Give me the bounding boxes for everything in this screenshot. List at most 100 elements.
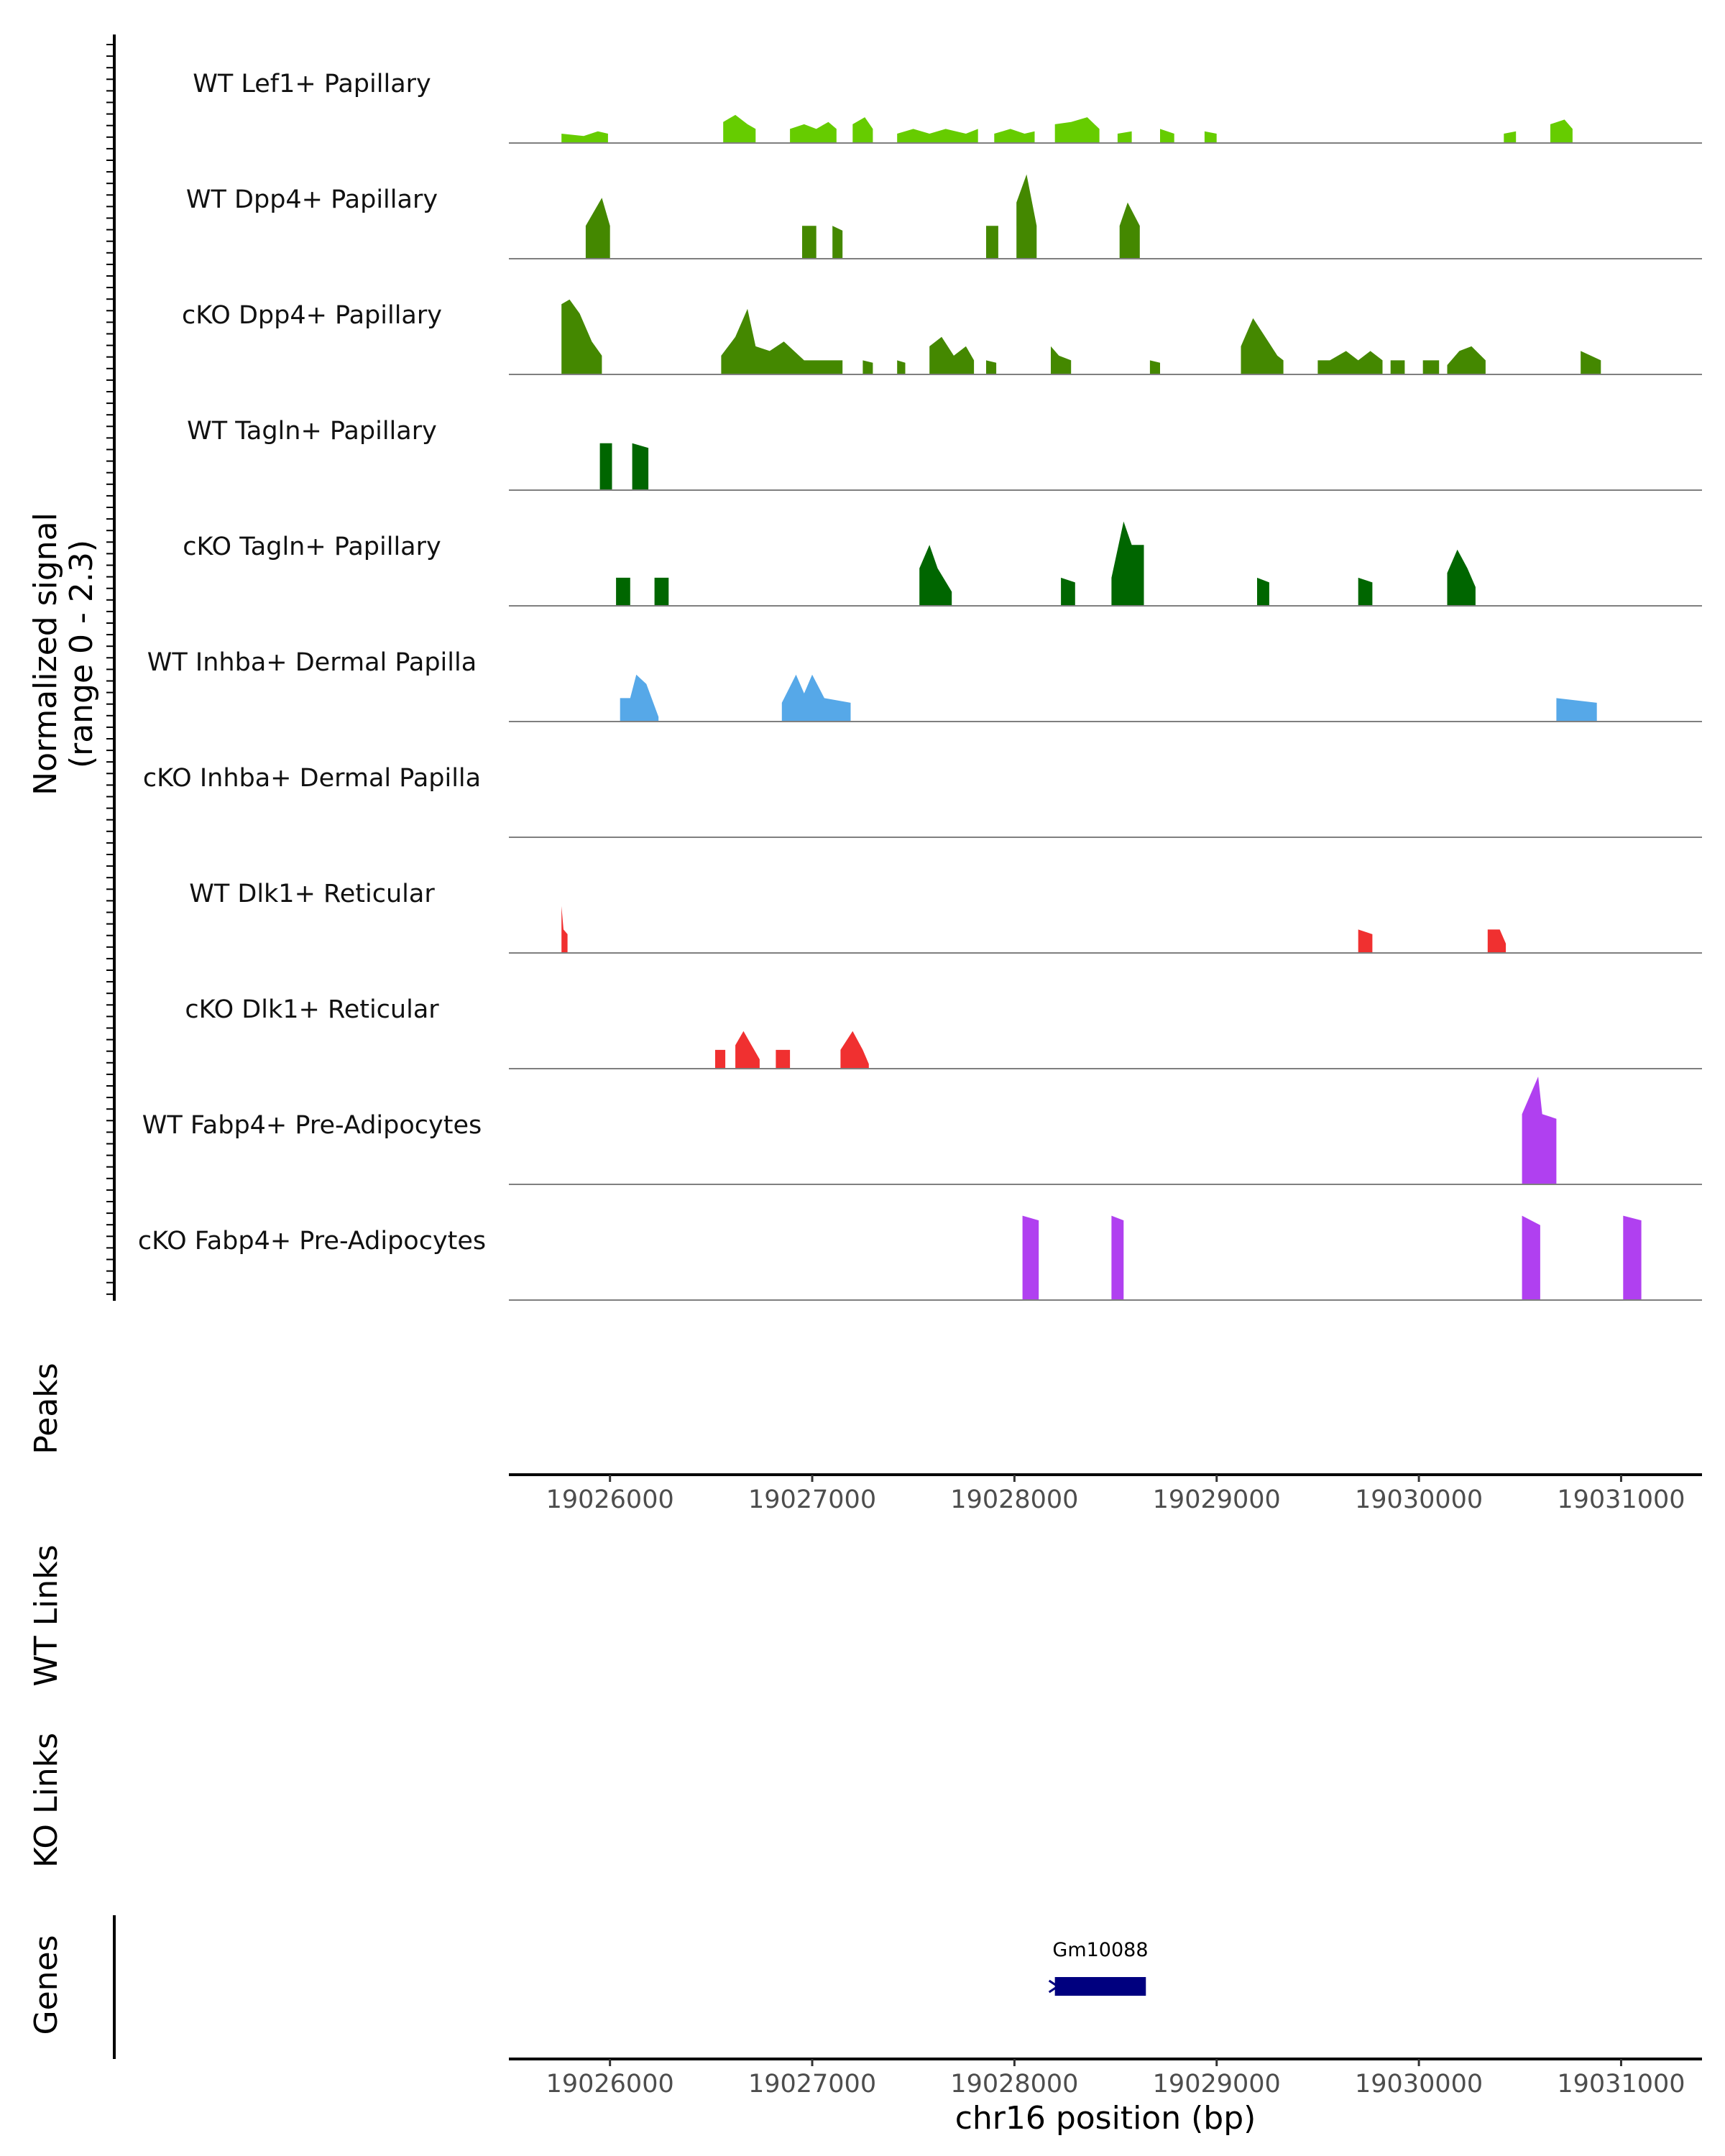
y-axis-title-line2: (range 0 - 2.3)	[63, 540, 100, 768]
coverage-peak	[1522, 1077, 1557, 1184]
coverage-peak	[1111, 1215, 1124, 1300]
coverage-peak	[1160, 129, 1174, 143]
coverage-peak	[1390, 360, 1405, 374]
coverage-peak	[561, 299, 602, 374]
track-8: cKO Dlk1+ Reticular	[185, 995, 1702, 1069]
track-10: cKO Fabp4+ Pre-Adipocytes	[138, 1215, 1702, 1301]
coverage-peak	[1016, 174, 1037, 259]
coverage-peak	[1119, 202, 1140, 259]
track-label: cKO Tagln+ Papillary	[183, 533, 441, 561]
coverage-peak	[1447, 346, 1486, 374]
coverage-peak	[1422, 360, 1440, 374]
genes-track-label: Genes	[28, 1935, 65, 2035]
coverage-peak	[1117, 131, 1132, 143]
coverage-peak	[1241, 318, 1284, 374]
x-tick-label: 19031000	[1557, 2070, 1685, 2099]
track-label: WT Fabp4+ Pre-Adipocytes	[142, 1111, 482, 1140]
wt-links-track-label: WT Links	[28, 1544, 65, 1686]
coverage-peak	[802, 226, 816, 259]
coverage-peak	[1581, 351, 1601, 374]
track-label: WT Lef1+ Papillary	[193, 70, 431, 98]
genes-x-axis-ticks: 19026000 19027000 19028000 19029000 19030000…	[546, 2059, 1685, 2099]
gene-label: Gm10088	[1052, 1939, 1148, 1961]
track-label: cKO Dpp4+ Papillary	[182, 301, 442, 330]
coverage-peak	[599, 443, 612, 490]
coverage-peak	[723, 114, 756, 143]
coverage-peak	[585, 198, 610, 259]
coverage-peak	[715, 1049, 726, 1069]
x-tick-label: 19028000	[950, 1485, 1078, 1514]
gene-strand-arrow	[1048, 1979, 1060, 1994]
coverage-peak	[1504, 131, 1517, 143]
coverage-peak	[897, 360, 906, 374]
coverage-peak	[1317, 351, 1383, 374]
coverage-peak	[986, 360, 997, 374]
coverage-peak	[1204, 131, 1217, 143]
y-axis-title-line1: Normalized signal	[27, 512, 64, 796]
track-7: WT Dlk1+ Reticular	[189, 880, 1702, 954]
track-3: WT Tagln+ Papillary	[187, 417, 1702, 491]
x-tick-label: 19027000	[748, 2070, 876, 2099]
coverage-peak	[1257, 577, 1269, 606]
coverage-peak	[1447, 549, 1476, 606]
coverage-peak	[929, 336, 975, 374]
track-label: WT Tagln+ Papillary	[187, 417, 437, 446]
x-tick-label: 19028000	[950, 2070, 1078, 2099]
track-4: cKO Tagln+ Papillary	[183, 521, 1702, 607]
x-tick-label: 19031000	[1557, 1485, 1685, 1514]
coverage-peak	[781, 674, 851, 722]
track-label: cKO Fabp4+ Pre-Adipocytes	[138, 1227, 486, 1256]
gene-models: Gm10088	[1048, 1939, 1149, 1996]
coverage-peak	[897, 129, 978, 143]
coverage-peak	[1061, 577, 1075, 606]
x-tick-label: 19030000	[1355, 1485, 1483, 1514]
coverage-peak	[654, 577, 669, 606]
coverage-peak	[994, 129, 1035, 143]
x-axis-title: chr16 position (bp)	[955, 2100, 1256, 2137]
coverage-peak	[790, 121, 837, 143]
peaks-track-label: Peaks	[28, 1363, 65, 1454]
ko-links-track-label: KO Links	[28, 1733, 65, 1868]
track-1: WT Dpp4+ Papillary	[186, 174, 1702, 259]
x-tick-label: 19026000	[546, 2070, 674, 2099]
coverage-peak	[986, 226, 998, 259]
x-tick-label: 19027000	[748, 1485, 876, 1514]
coverage-peak	[840, 1031, 869, 1069]
coverage-peak	[620, 674, 659, 722]
coverage-peak	[616, 577, 630, 606]
coverage-peak	[1149, 360, 1160, 374]
coverage-peak	[1487, 929, 1506, 953]
coverage-peak	[862, 360, 873, 374]
coverage-peak	[561, 906, 568, 953]
coverage-peak	[919, 545, 952, 606]
track-label: WT Dlk1+ Reticular	[189, 880, 435, 908]
coverage-peak	[1623, 1215, 1642, 1300]
coverage-peak	[1051, 346, 1072, 374]
coverage-peak	[1111, 521, 1144, 606]
track-label: cKO Dlk1+ Reticular	[185, 995, 439, 1024]
track-6: cKO Inhba+ Dermal Papilla	[143, 764, 1702, 838]
coverage-peak	[1522, 1215, 1540, 1300]
x-tick-label: 19029000	[1153, 2070, 1281, 2099]
coverage-y-axis-ticks	[106, 44, 114, 1295]
track-label: WT Inhba+ Dermal Papilla	[147, 648, 477, 677]
coverage-peak	[1358, 577, 1373, 606]
coverage-peak	[1054, 117, 1100, 143]
track-5: WT Inhba+ Dermal Papilla	[147, 648, 1702, 722]
coverage-peak	[721, 308, 843, 374]
coverage-peak	[735, 1031, 760, 1069]
track-label: WT Dpp4+ Papillary	[186, 185, 438, 214]
coverage-peak	[1358, 929, 1373, 953]
coverage-peak	[776, 1049, 791, 1069]
track-label: cKO Inhba+ Dermal Papilla	[143, 764, 481, 793]
x-tick-label: 19029000	[1153, 1485, 1281, 1514]
track-9: WT Fabp4+ Pre-Adipocytes	[142, 1077, 1702, 1185]
coverage-peak	[852, 117, 873, 143]
track-0: WT Lef1+ Papillary	[193, 70, 1702, 144]
gene-body	[1054, 1977, 1146, 1996]
coverage-peak	[1550, 119, 1573, 143]
x-tick-label: 19030000	[1355, 2070, 1483, 2099]
coverage-peak	[561, 131, 608, 143]
coverage-peak	[1022, 1215, 1039, 1300]
track-2: cKO Dpp4+ Papillary	[182, 299, 1702, 375]
